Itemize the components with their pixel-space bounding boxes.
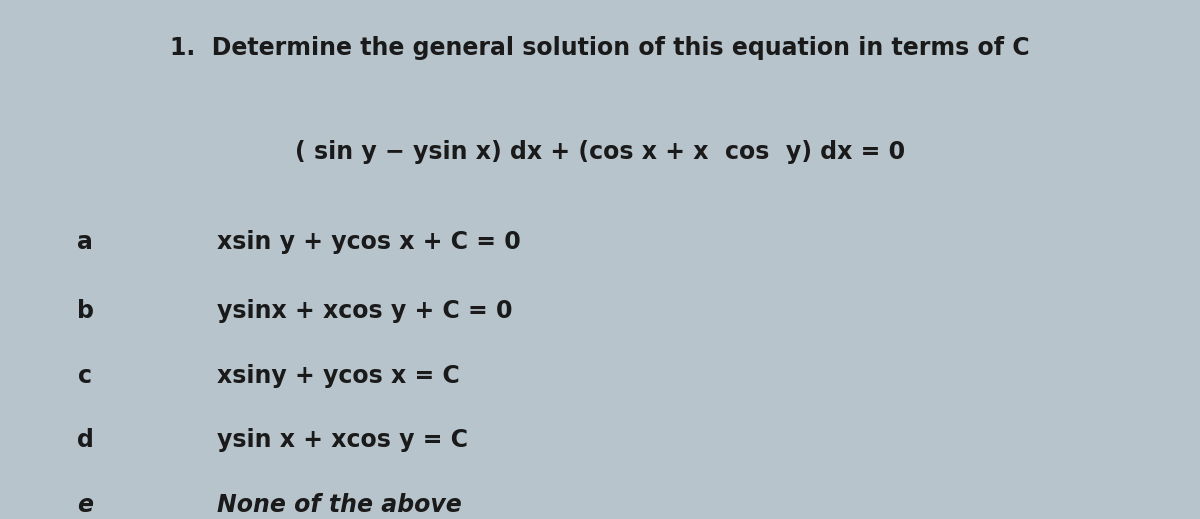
Text: d: d [77,428,94,452]
Text: c: c [78,364,92,388]
Text: None of the above: None of the above [217,493,462,516]
Text: xsin y + ycos x + C = 0: xsin y + ycos x + C = 0 [217,229,521,254]
Text: xsiny + ycos x = C: xsiny + ycos x = C [217,364,460,388]
Text: ysin x + xcos y = C: ysin x + xcos y = C [217,428,468,452]
Text: a: a [77,229,94,254]
Text: ( sin y − ysin x) dx + (cos x + x  cos  y) dx = 0: ( sin y − ysin x) dx + (cos x + x cos y)… [295,140,905,165]
Text: e: e [77,493,94,516]
Text: 1.  Determine the general solution of this equation in terms of C: 1. Determine the general solution of thi… [170,36,1030,60]
Text: b: b [77,299,94,323]
Text: ysinx + xcos y + C = 0: ysinx + xcos y + C = 0 [217,299,512,323]
